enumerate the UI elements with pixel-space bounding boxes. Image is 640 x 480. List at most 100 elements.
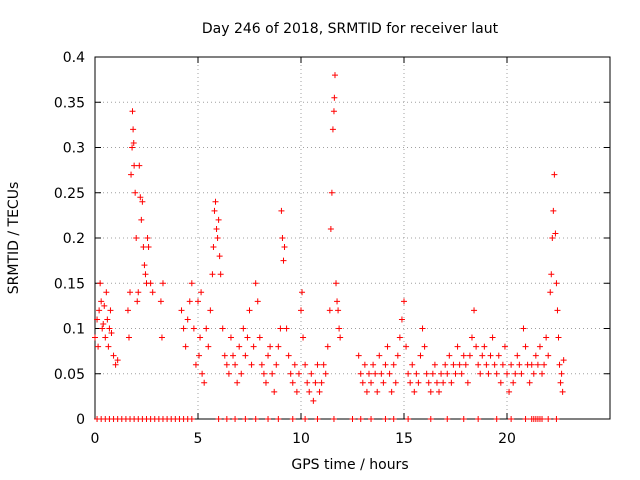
data-point (107, 307, 114, 314)
data-point (368, 379, 375, 386)
data-point (240, 325, 247, 332)
data-point (285, 352, 292, 359)
data-point (95, 343, 102, 350)
data-point (499, 361, 506, 368)
data-point (559, 388, 566, 395)
data-point (522, 343, 529, 350)
data-point (409, 361, 416, 368)
data-point (334, 298, 341, 305)
data-point (269, 370, 276, 377)
data-point (545, 352, 552, 359)
data-point (510, 379, 517, 386)
data-point (320, 361, 327, 368)
data-point (252, 280, 259, 287)
data-point (124, 307, 131, 314)
data-point (97, 280, 104, 287)
y-tick-label: 0.3 (63, 141, 85, 157)
data-point (357, 370, 364, 377)
data-point (324, 343, 331, 350)
data-point (512, 370, 519, 377)
data-point (423, 370, 430, 377)
data-point-zero (223, 416, 230, 422)
data-point (98, 298, 105, 305)
data-point (485, 370, 492, 377)
data-point (293, 388, 300, 395)
data-point (557, 379, 564, 386)
data-point (433, 379, 440, 386)
data-point (300, 334, 307, 341)
data-point-zero (460, 416, 467, 422)
data-point (326, 307, 333, 314)
data-point (128, 171, 135, 178)
data-point (186, 298, 193, 305)
data-point (551, 171, 558, 178)
data-point (471, 307, 478, 314)
data-point (454, 343, 461, 350)
data-point (552, 230, 559, 237)
data-point (180, 325, 187, 332)
data-point (327, 225, 334, 232)
data-point (106, 325, 113, 332)
data-point-zero (349, 416, 356, 422)
y-tick-label: 0.1 (63, 322, 85, 338)
data-point (331, 94, 338, 101)
data-point (450, 361, 457, 368)
data-point (417, 352, 424, 359)
y-tick-label: 0.15 (54, 276, 85, 292)
data-point (536, 343, 543, 350)
data-point (219, 325, 226, 332)
data-point (403, 343, 410, 350)
data-point (425, 379, 432, 386)
x-tick-label: 10 (292, 431, 310, 447)
data-point (298, 307, 304, 314)
data-point (129, 144, 136, 151)
data-point (291, 361, 298, 368)
data-point (221, 352, 228, 359)
data-point (130, 126, 137, 133)
y-tick-label: 0.2 (63, 231, 85, 247)
y-tick-label: 0.35 (54, 95, 85, 111)
data-point (516, 361, 523, 368)
data-point (188, 280, 195, 287)
data-point (555, 334, 562, 341)
data-point (127, 289, 134, 296)
data-point (388, 388, 395, 395)
data-point (130, 139, 137, 146)
data-point (275, 343, 282, 350)
data-point (137, 194, 144, 201)
data-point (312, 379, 319, 386)
data-point (464, 379, 471, 386)
data-point (520, 325, 527, 332)
data-point (392, 379, 399, 386)
data-point (336, 325, 343, 332)
data-point (553, 280, 560, 287)
data-point (534, 361, 541, 368)
data-point (456, 361, 463, 368)
data-point (236, 343, 243, 350)
data-point (158, 334, 165, 341)
data-point (501, 343, 508, 350)
data-point (139, 198, 146, 205)
data-point (335, 307, 342, 314)
data-point (328, 189, 335, 196)
x-tick-labels: 0 5 10 15 20 (91, 431, 516, 447)
data-point (374, 388, 381, 395)
data-point (483, 361, 490, 368)
data-point (318, 379, 325, 386)
data-point (359, 379, 366, 386)
data-point (210, 244, 217, 251)
data-point (560, 357, 567, 364)
data-point (310, 397, 317, 404)
data-point (250, 343, 257, 350)
data-point (493, 370, 500, 377)
data-point (280, 257, 287, 264)
data-point (207, 307, 214, 314)
data-point (133, 235, 140, 241)
data-point (248, 361, 255, 368)
data-point (475, 361, 482, 368)
data-point (273, 361, 280, 368)
data-point (140, 244, 147, 251)
data-point (558, 370, 565, 377)
x-tick-label: 5 (194, 431, 203, 447)
